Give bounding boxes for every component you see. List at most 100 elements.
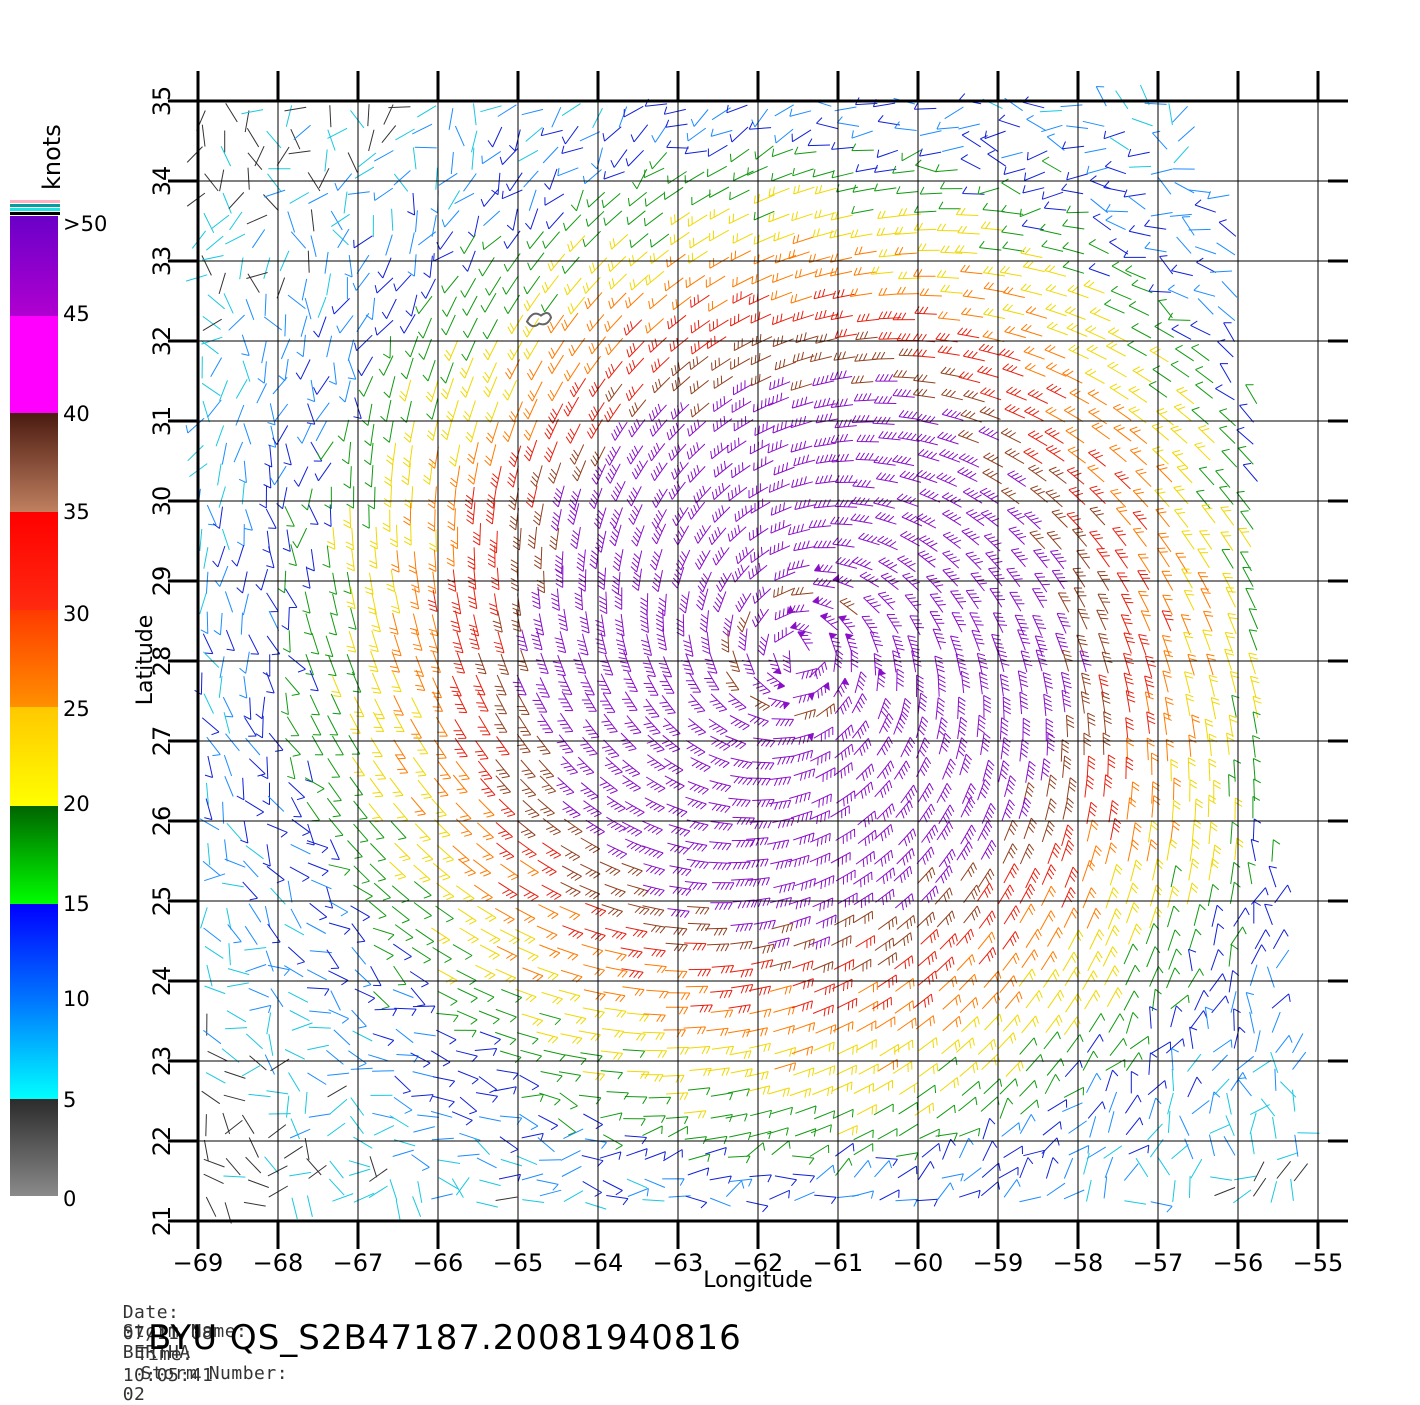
wind-barb	[1152, 796, 1160, 818]
wind-barb	[686, 1196, 707, 1208]
wind-barb	[939, 449, 960, 462]
wind-barb	[565, 278, 582, 295]
wind-barb	[858, 811, 876, 827]
wind-barb	[1146, 656, 1156, 677]
wind-barb	[893, 313, 915, 320]
wind-barb	[1189, 735, 1197, 757]
y-tick-label: 35	[148, 86, 176, 117]
wind-barb	[705, 653, 717, 674]
wind-barb	[390, 1179, 397, 1200]
wind-barb	[439, 173, 457, 185]
wind-barb	[758, 634, 769, 655]
wind-barb	[1020, 209, 1041, 217]
wind-barb	[396, 1029, 413, 1043]
wind-barb	[589, 379, 605, 397]
wind-barb	[983, 1118, 995, 1139]
wind-barb	[830, 229, 851, 238]
wind-barb	[1042, 192, 1063, 200]
wind-barb	[874, 497, 895, 508]
wind-barb	[410, 232, 415, 254]
wind-barb	[1166, 739, 1173, 761]
wind-barb	[1210, 974, 1226, 992]
wind-barb	[1067, 172, 1088, 180]
wind-barb	[730, 1051, 752, 1059]
wind-barb	[539, 945, 560, 958]
wind-barb	[734, 380, 753, 395]
wind-barb	[456, 803, 471, 821]
wind-barb	[1132, 823, 1142, 845]
wind-barb	[1089, 263, 1110, 276]
wind-barb	[626, 150, 643, 166]
wind-barb	[919, 951, 937, 966]
wind-barb	[1133, 489, 1148, 507]
wind-barb	[351, 110, 364, 128]
wind-barb	[539, 760, 554, 778]
wind-barb	[375, 278, 393, 293]
wind-barb	[641, 634, 652, 655]
wind-barb	[370, 821, 385, 839]
wind-barb	[1005, 992, 1022, 1009]
x-tick-label: −68	[253, 1249, 304, 1277]
wind-barb	[686, 275, 705, 287]
wind-barb	[432, 799, 447, 817]
wind-barb	[323, 546, 330, 568]
wind-barb	[1160, 256, 1173, 275]
wind-barb	[1148, 1081, 1166, 1095]
wind-barb	[795, 269, 816, 278]
wind-barb	[875, 780, 892, 797]
wind-barb	[899, 1083, 918, 1095]
wind-barb	[384, 464, 392, 486]
wind-barb	[305, 1092, 307, 1114]
wind-barb	[1090, 176, 1110, 189]
y-tick-label: 30	[148, 486, 176, 517]
wind-barb	[540, 1013, 561, 1025]
wind-barb	[1145, 103, 1167, 104]
wind-barb	[1130, 448, 1146, 465]
wind-barb	[526, 127, 543, 141]
wind-barb	[730, 941, 752, 949]
colorbar-unit-label: knots	[38, 124, 66, 190]
wind-barb	[901, 737, 915, 757]
wind-barb	[879, 332, 901, 339]
wind-barb	[561, 1034, 583, 1044]
colorbar-label: 20	[63, 792, 90, 816]
wind-barb	[348, 1051, 366, 1067]
wind-barb	[537, 736, 550, 754]
wind-barb	[538, 860, 557, 875]
lat-lon-grid	[198, 101, 1348, 1221]
wind-barb	[644, 676, 658, 695]
wind-barb	[585, 1139, 607, 1149]
wind-barb	[942, 493, 961, 508]
wind-barb	[1209, 1135, 1214, 1156]
wind-barb	[1089, 1013, 1105, 1032]
wind-barb	[685, 797, 706, 809]
wind-barb	[956, 208, 978, 216]
wind-barb	[442, 315, 456, 335]
wind-barb	[768, 440, 788, 453]
wind-barb	[1297, 1133, 1319, 1134]
wind-barb	[241, 613, 242, 635]
wind-barb	[855, 247, 877, 255]
wind-barb	[428, 572, 436, 594]
wind-barb	[207, 737, 221, 755]
wind-barb	[1190, 1027, 1197, 1049]
wind-barb	[1068, 930, 1083, 950]
wind-barb	[1042, 157, 1061, 172]
wind-barb	[458, 989, 478, 1003]
wind-barb	[432, 678, 442, 698]
wind-barb	[285, 589, 297, 608]
wind-barb	[1241, 511, 1254, 530]
wind-barb	[413, 1196, 421, 1217]
wind-barb	[413, 757, 426, 776]
wind-barb	[1163, 671, 1172, 692]
wind-barb	[727, 105, 748, 113]
wind-barb	[854, 1083, 874, 1093]
wind-barb	[989, 568, 1005, 586]
wind-barb	[308, 172, 320, 191]
wind-barb	[442, 276, 459, 293]
wind-barb	[1113, 527, 1127, 545]
wind-barb	[717, 573, 732, 592]
wind-barb	[918, 693, 927, 715]
wind-barb	[564, 1191, 583, 1202]
wind-barb	[308, 251, 309, 273]
